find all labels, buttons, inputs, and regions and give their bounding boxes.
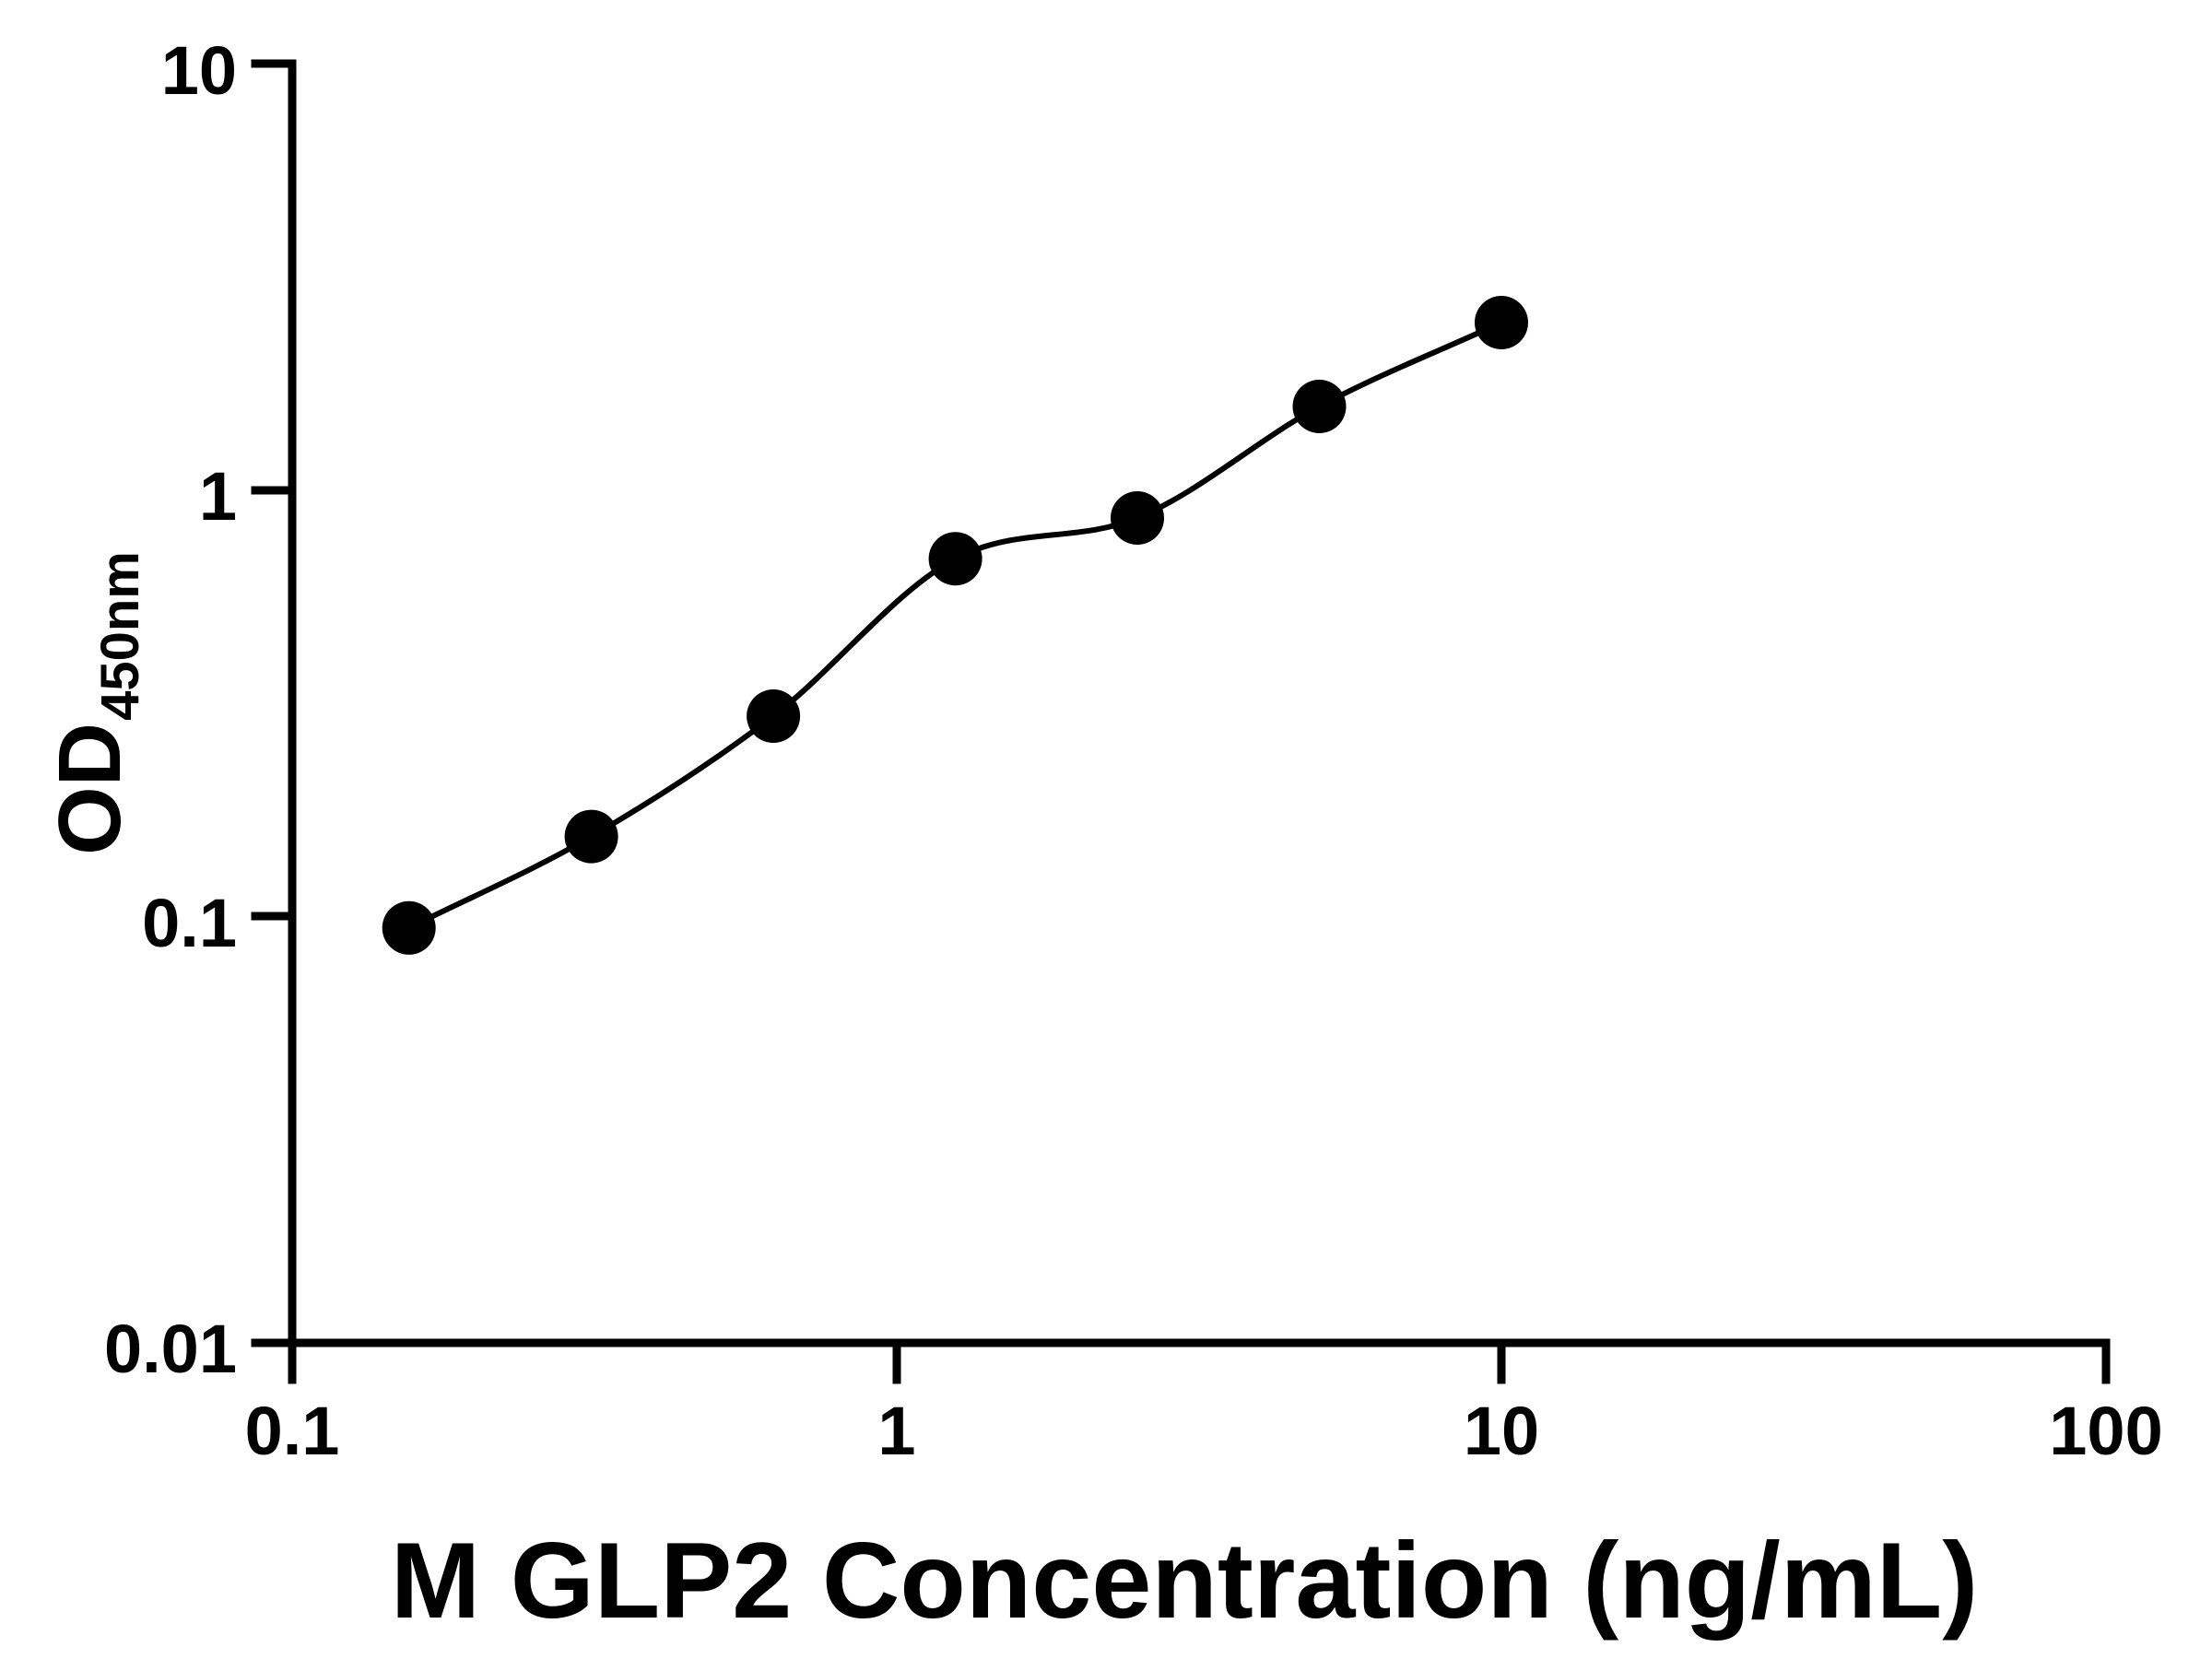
svg-text:10: 10	[1464, 1393, 1539, 1469]
svg-text:10: 10	[161, 32, 237, 109]
svg-text:0.01: 0.01	[104, 1311, 237, 1387]
svg-text:M GLP2 Concentration (ng/mL): M GLP2 Concentration (ng/mL)	[391, 1520, 1978, 1641]
svg-text:0.1: 0.1	[142, 885, 237, 961]
svg-text:OD450nm: OD450nm	[41, 551, 150, 855]
svg-text:1: 1	[199, 458, 237, 535]
svg-text:100: 100	[2049, 1393, 2162, 1469]
svg-text:1: 1	[877, 1393, 915, 1469]
svg-text:0.1: 0.1	[245, 1393, 340, 1469]
